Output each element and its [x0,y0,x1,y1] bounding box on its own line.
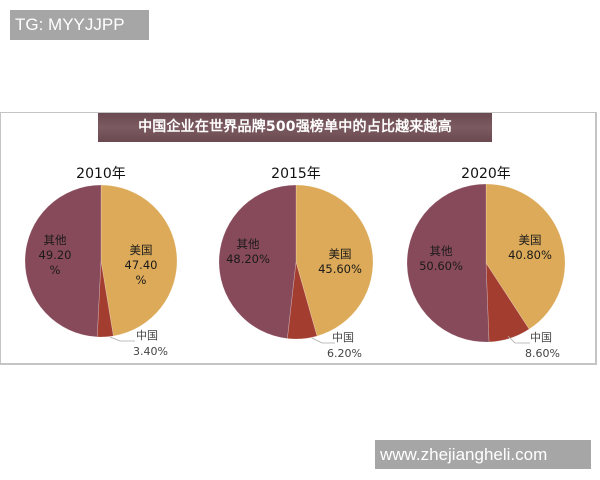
label-name: 其他 [43,233,67,247]
pie-2010-usa-label: 美国 47.40 % [116,243,166,288]
china-leader-line [507,335,530,344]
label-name: 其他 [429,244,453,258]
pie-2015-usa-label: 美国 45.60% [310,247,370,277]
label-value: 45.60% [318,262,362,276]
pie-2010-china-label: 中国 3.40% [120,328,168,360]
pie-slice-usa [100,184,178,337]
watermark-bottom: www.zhejiangheli.com [375,440,591,469]
label-name: 美国 [518,233,542,247]
pie-2015-china-label: 中国 6.20% [312,330,362,362]
label-name: 美国 [328,247,352,261]
label-value: 50.60% [419,259,463,273]
label-value: 6.20% [327,347,362,360]
label-name: 美国 [129,243,153,257]
label-value: 48.20% [226,252,270,266]
pie-2020-others-label: 其他 50.60% [411,244,471,274]
label-value: 47.40 [124,258,158,272]
label-name: 中国 [332,331,354,344]
pie-slice-china [286,261,318,340]
pie-2020-usa-label: 美国 40.80% [500,233,560,263]
pie-slice-others [218,184,297,339]
pie-2015-year: 2015年 [271,166,321,182]
china-leader-line [311,337,335,344]
label-unit: % [135,273,147,287]
pie-slice-china [96,260,114,338]
label-value: 8.60% [525,347,560,360]
pie-slice-usa [295,184,374,337]
label-value: 3.40% [133,345,168,358]
label-name: 中国 [136,329,158,342]
pie-2010 [24,184,178,342]
pie-slice-others [24,184,102,338]
label-name: 中国 [530,331,552,344]
label-name: 其他 [236,237,260,251]
label-unit: % [49,263,61,277]
chart-title-banner: 中国企业在世界品牌500强榜单中的占比越来越高 [98,113,492,142]
pie-2015-others-label: 其他 48.20% [218,237,278,267]
pie-2010-year: 2010年 [76,166,126,182]
pie-slice-others [406,183,490,343]
pie-2020 [406,183,566,344]
label-value: 49.20 [38,248,72,262]
china-leader-line [109,336,135,342]
label-value: 40.80% [508,248,552,262]
pie-slice-usa [485,183,566,330]
pie-2020-year: 2020年 [461,166,511,182]
pie-2020-china-label: 中国 8.60% [510,330,560,362]
pie-2010-others-label: 其他 49.20 % [30,233,80,278]
watermark-top: TG: MYYJJPP [10,10,149,40]
pie-2015 [218,184,374,344]
